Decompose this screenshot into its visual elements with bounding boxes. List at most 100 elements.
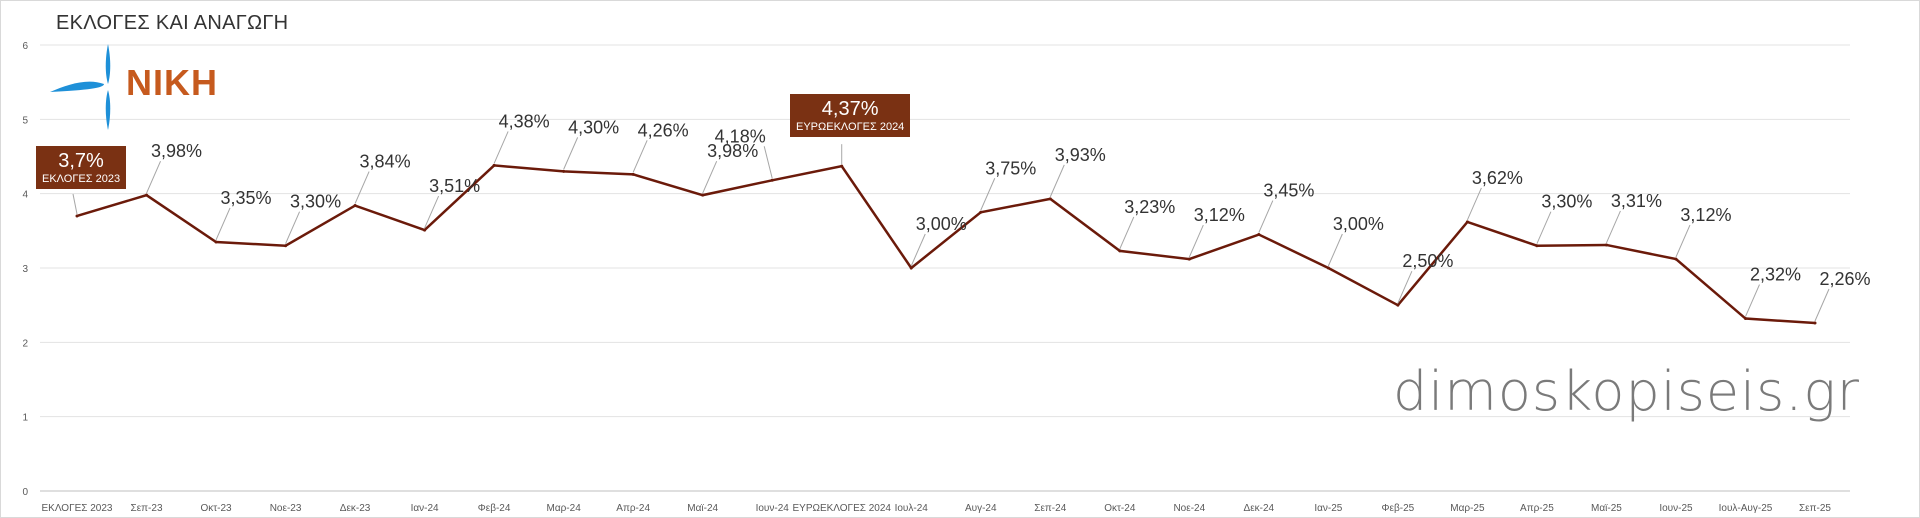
data-label: 3,62% — [1472, 168, 1523, 188]
data-point — [214, 240, 218, 244]
data-label: 3,75% — [985, 158, 1036, 178]
x-tick-label: Απρ-24 — [616, 503, 650, 514]
leader-line — [563, 137, 579, 170]
data-label: 3,00% — [1333, 214, 1384, 234]
data-point — [770, 178, 774, 182]
leader-line — [1397, 270, 1413, 304]
data-label: 3,30% — [1541, 192, 1592, 212]
data-point — [631, 172, 635, 176]
data-label: 4,38% — [499, 111, 550, 131]
data-point — [423, 228, 427, 232]
x-tick-label: Αυγ-24 — [965, 503, 997, 514]
x-tick-label: Ιαν-25 — [1314, 503, 1342, 514]
leader-line — [1327, 233, 1343, 267]
x-tick-label: Απρ-25 — [1520, 503, 1554, 514]
x-tick-label: Ιουν-25 — [1659, 503, 1693, 514]
leader-line — [424, 195, 440, 229]
data-point — [284, 244, 288, 248]
x-tick-label: Ιαν-24 — [411, 503, 439, 514]
data-label: 4,30% — [568, 117, 619, 137]
highlight-caption: ΕΚΛΟΓΕΣ 2023 — [42, 173, 121, 185]
data-label: 2,32% — [1750, 265, 1801, 285]
leader-line — [632, 140, 648, 173]
data-label: 3,84% — [360, 152, 411, 172]
watermark: dimoskopiseis.gr — [1393, 360, 1860, 423]
leader-line — [1049, 164, 1065, 198]
data-label: 3,00% — [916, 214, 967, 234]
x-tick-label: Οκτ-23 — [200, 503, 232, 514]
data-point — [1674, 257, 1678, 261]
data-point — [840, 164, 844, 168]
leader-line — [1466, 187, 1482, 221]
y-tick-label: 2 — [22, 338, 28, 349]
data-label: 4,18% — [715, 126, 766, 146]
data-point — [353, 204, 357, 208]
data-label: 3,45% — [1263, 181, 1314, 201]
x-tick-label: Νοε-24 — [1173, 503, 1205, 514]
data-point — [1465, 220, 1469, 224]
leader-line — [1675, 224, 1691, 258]
leader-line — [285, 211, 301, 244]
data-point — [1118, 249, 1122, 253]
data-point — [1257, 233, 1261, 237]
highlight-euroelections-2024: 4,37% ΕΥΡΩΕΚΛΟΓΕΣ 2024 — [790, 94, 911, 137]
data-point — [145, 193, 149, 197]
x-tick-label: Οκτ-24 — [1104, 503, 1136, 514]
leader-line — [980, 178, 996, 211]
data-label: 2,26% — [1819, 269, 1870, 289]
data-point — [979, 210, 983, 214]
x-tick-label: Μαϊ-24 — [687, 503, 718, 514]
highlight-caption: ΕΥΡΩΕΚΛΟΓΕΣ 2024 — [796, 121, 905, 133]
data-label: 3,35% — [221, 188, 272, 208]
data-point — [75, 214, 79, 218]
logo-text: ΝΙΚΗ — [126, 62, 218, 103]
data-point — [909, 266, 913, 270]
x-tick-label: ΕΥΡΩΕΚΛΟΓΕΣ 2024 — [792, 503, 891, 514]
x-tick-label: Ιουλ-Αυγ-25 — [1719, 503, 1773, 514]
data-label: 3,51% — [429, 176, 480, 196]
x-tick-label: Ιουλ-24 — [895, 503, 929, 514]
leader-line — [1605, 210, 1621, 244]
leader-line — [763, 146, 773, 179]
leader-line — [146, 160, 161, 194]
data-label: 3,98% — [707, 141, 758, 161]
wind-logo-icon — [50, 44, 111, 130]
x-tick-label: Μαϊ-25 — [1591, 503, 1622, 514]
leader-line — [72, 193, 78, 215]
data-point — [1604, 243, 1608, 247]
y-tick-label: 6 — [22, 41, 28, 52]
x-tick-label: Μαρ-24 — [547, 503, 582, 514]
x-tick-label: Ιουν-24 — [756, 503, 790, 514]
data-point — [1396, 303, 1400, 307]
data-point — [492, 163, 496, 167]
data-label: 3,93% — [1055, 145, 1106, 165]
chart-title: ΕΚΛΟΓΕΣ ΚΑΙ ΑΝΑΓΩΓΗ — [56, 12, 289, 34]
y-tick-label: 3 — [22, 264, 28, 275]
x-tick-label: Σεπ-23 — [131, 503, 163, 514]
data-point — [1813, 321, 1817, 325]
y-tick-label: 0 — [22, 487, 28, 498]
highlight-value: 3,7% — [58, 150, 104, 172]
x-tick-label: Φεβ-24 — [478, 503, 511, 514]
leader-line — [1745, 284, 1760, 317]
highlight-value: 4,37% — [821, 98, 879, 120]
highlight-elections-2023: 3,7% ΕΚΛΟΓΕΣ 2023 — [36, 146, 127, 189]
data-point — [1187, 257, 1191, 261]
data-label: 2,50% — [1402, 251, 1453, 271]
x-tick-label: Μαρ-25 — [1450, 503, 1485, 514]
leader-line — [1814, 288, 1830, 322]
y-tick-label: 1 — [22, 413, 28, 424]
data-label: 3,30% — [290, 192, 341, 212]
data-point — [701, 193, 705, 197]
leader-line — [1188, 224, 1204, 258]
leader-line — [910, 233, 926, 267]
x-tick-label: Σεπ-24 — [1034, 503, 1066, 514]
x-tick-label: ΕΚΛΟΓΕΣ 2023 — [42, 503, 113, 514]
leader-line — [1536, 211, 1552, 244]
data-point — [1535, 244, 1539, 248]
leader-line — [215, 207, 231, 241]
series-line — [76, 164, 1816, 325]
data-point — [1048, 197, 1052, 201]
x-tick-label: Φεβ-25 — [1382, 503, 1415, 514]
leader-line — [1119, 216, 1135, 250]
